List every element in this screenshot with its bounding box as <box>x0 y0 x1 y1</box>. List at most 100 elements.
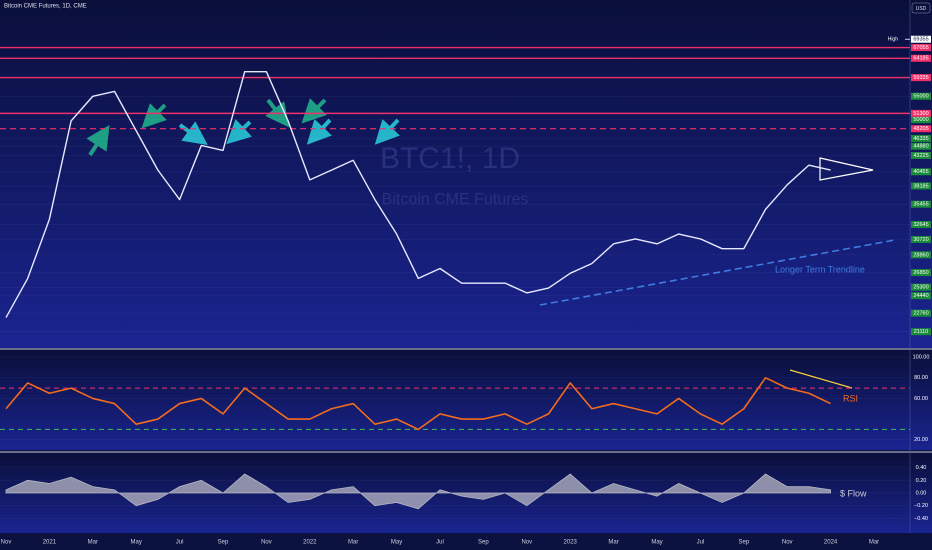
price-label-box <box>911 134 931 142</box>
flow-area <box>5 473 831 510</box>
x-tick-label: Sep <box>218 540 229 546</box>
price-label-box <box>911 283 931 291</box>
level-label-box <box>911 54 931 62</box>
level-label: 48205 <box>913 126 928 132</box>
price-label-box <box>911 251 931 259</box>
x-tick-label: Jul <box>697 540 705 546</box>
x-tick-label: Nov <box>521 540 532 546</box>
price-label-box <box>911 292 931 300</box>
y-tick-label: 28860 <box>913 252 928 258</box>
level-label-box <box>911 109 931 117</box>
time-axis <box>0 533 932 550</box>
x-tick-label: Nov <box>1 540 12 546</box>
currency-box[interactable] <box>911 2 931 14</box>
triangle-pattern <box>819 157 874 181</box>
arrow <box>141 103 167 129</box>
rsi-panel <box>0 350 932 450</box>
y-tick-label: 50000 <box>913 117 928 123</box>
price-label-box <box>911 235 931 243</box>
watermark-name: Bitcoin CME Futures <box>382 191 529 208</box>
high-value: 69355 <box>913 37 928 43</box>
y-tick-label: 32645 <box>913 222 928 228</box>
level-label: 59335 <box>913 75 928 81</box>
y-tick-label: 35455 <box>913 202 928 208</box>
price-line <box>5 70 831 318</box>
x-tick-label: Mar <box>88 540 98 546</box>
x-tick-label: 2023 <box>564 540 578 546</box>
price-label-box <box>911 168 931 176</box>
x-tick-label: Jul <box>176 540 184 546</box>
y-tick-label: 80.00 <box>914 375 928 381</box>
rsi-trendline <box>789 369 853 389</box>
price-label-box <box>911 92 931 100</box>
level-label-box <box>911 74 931 82</box>
price-label-box <box>911 151 931 159</box>
high-label: High <box>888 37 899 43</box>
price-label-box <box>911 269 931 277</box>
x-tick-label: Nov <box>261 540 272 546</box>
x-tick-label: Jul <box>436 540 444 546</box>
x-tick-label: 2022 <box>303 540 317 546</box>
y-tick-label: 60.00 <box>914 396 928 402</box>
high-box <box>911 35 931 43</box>
level-label-box <box>911 125 931 133</box>
x-tick-label: Mar <box>869 540 879 546</box>
level-label: 51300 <box>913 111 928 117</box>
y-tick-label: 38185 <box>913 183 928 189</box>
rsi-line <box>5 376 831 431</box>
level-label-box <box>911 44 931 52</box>
arrow <box>374 118 400 145</box>
y-tick-label: 22760 <box>913 311 928 317</box>
watermark-symbol: BTC1!, 1D <box>380 142 520 175</box>
x-tick-label: 2021 <box>43 540 57 546</box>
rsi-label: RSI <box>843 393 858 403</box>
x-tick-label: Nov <box>782 540 793 546</box>
price-label-box <box>911 200 931 208</box>
level-label: 67055 <box>913 45 928 51</box>
y-tick-label: −0.40 <box>914 516 928 522</box>
y-tick-label: 0.40 <box>916 465 927 471</box>
y-tick-label: 100.00 <box>913 355 930 361</box>
arrow <box>86 124 110 157</box>
price-label-box <box>911 328 931 336</box>
y-tick-label: 24440 <box>913 293 928 299</box>
y-tick-label: 30720 <box>913 237 928 243</box>
y-tick-label: 44880 <box>913 144 928 150</box>
x-tick-label: May <box>131 540 142 546</box>
y-tick-label: 40455 <box>913 169 928 175</box>
price-label-box <box>911 182 931 190</box>
arrow <box>301 98 327 124</box>
price-label-box <box>911 221 931 229</box>
currency[interactable]: USD <box>916 6 927 12</box>
price-label-box <box>911 116 931 124</box>
trendline <box>539 239 896 306</box>
y-tick-label: 21110 <box>914 329 928 335</box>
arrow <box>306 118 332 145</box>
y-tick-label: 46335 <box>913 136 928 142</box>
header-title: Bitcoin CME Futures, 1D, CME <box>4 4 87 10</box>
arrow <box>265 98 290 128</box>
price-label-box <box>911 309 931 317</box>
price-label-box <box>911 142 931 150</box>
y-tick-label: 0.00 <box>916 490 927 496</box>
x-tick-label: 2024 <box>824 540 838 546</box>
y-tick-label: 20.00 <box>914 437 928 443</box>
x-tick-label: Sep <box>738 540 749 546</box>
arrow <box>178 121 208 146</box>
x-tick-label: Mar <box>348 540 358 546</box>
x-tick-label: Sep <box>478 540 489 546</box>
y-tick-label: −0.20 <box>914 503 928 509</box>
y-tick-label: 0.20 <box>916 478 927 484</box>
y-tick-label: 55000 <box>913 94 928 100</box>
x-tick-label: May <box>651 540 662 546</box>
annotation: Longer Term Trendline <box>775 264 865 274</box>
x-tick-label: May <box>391 540 402 546</box>
flow-label: $ Flow <box>840 488 867 498</box>
y-tick-label: 43225 <box>913 153 928 159</box>
y-tick-label: 25300 <box>913 285 928 291</box>
x-tick-label: Mar <box>608 540 618 546</box>
level-label: 64185 <box>913 56 928 62</box>
y-tick-label: 26850 <box>913 270 928 276</box>
